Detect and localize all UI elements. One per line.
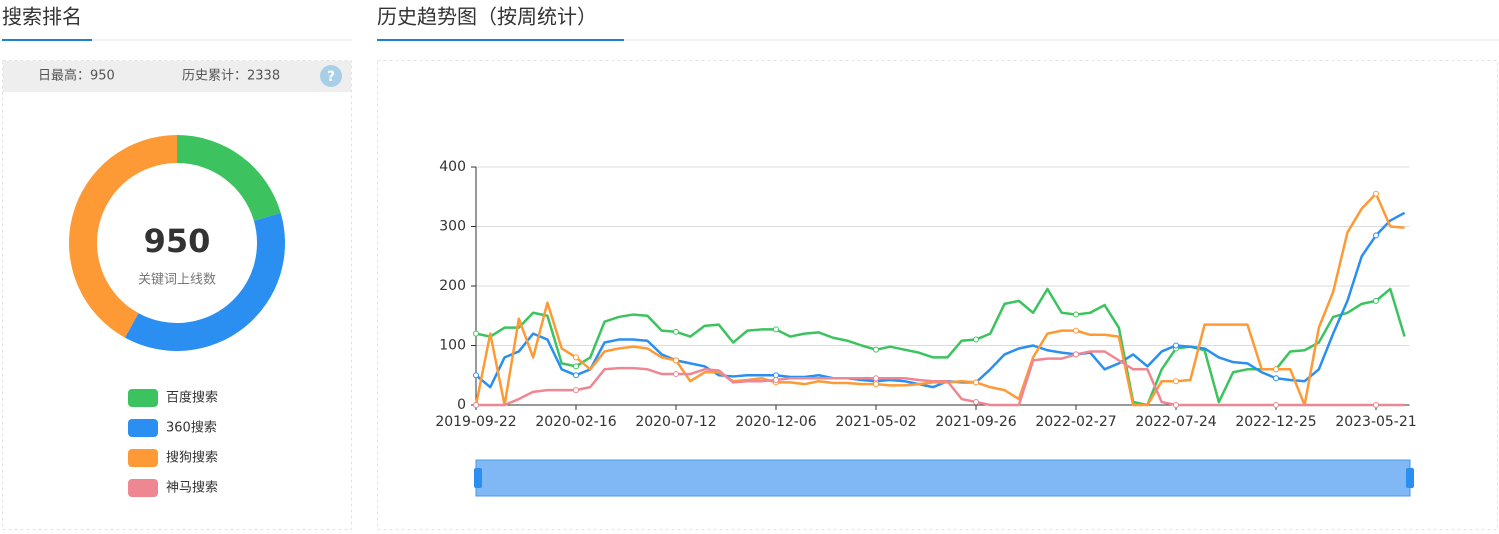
data-point [1073, 311, 1079, 318]
x-tick-label: 2021-09-26 [935, 414, 1016, 430]
donut-slice [69, 135, 177, 338]
data-point [1173, 378, 1179, 385]
data-point [673, 357, 679, 364]
data-point [1073, 351, 1079, 358]
left-title: 搜索排名 [2, 5, 82, 29]
data-point [1373, 232, 1379, 239]
data-point [1173, 342, 1179, 349]
data-point [673, 328, 679, 335]
x-tick-label: 2022-02-27 [1035, 414, 1116, 430]
data-point [473, 330, 479, 337]
data-point [1173, 402, 1179, 408]
right-panel [377, 60, 1498, 530]
series-line [475, 211, 1406, 389]
data-point [1373, 402, 1379, 408]
data-point [573, 354, 579, 361]
x-tick-label: 2023-05-21 [1335, 414, 1416, 430]
data-point [773, 326, 779, 333]
data-point [1373, 190, 1379, 197]
data-point [973, 399, 979, 406]
data-point [873, 375, 879, 382]
data-point [673, 371, 679, 378]
stat: 历史累计：2338 [182, 69, 280, 84]
data-point [773, 372, 779, 379]
help-icon[interactable] [320, 65, 342, 87]
data-point [773, 377, 779, 384]
data-point [573, 363, 579, 370]
legend-swatch [128, 419, 158, 437]
legend-label: 360搜索 [166, 421, 217, 436]
y-tick-label: 400 [439, 159, 466, 175]
legend-label: 百度搜索 [166, 390, 218, 406]
x-tick-label: 2020-12-06 [735, 414, 816, 430]
data-point [573, 387, 579, 394]
data-point [973, 336, 979, 343]
zoom-handle[interactable] [1406, 468, 1414, 488]
zoom-slider[interactable] [475, 459, 1411, 497]
center-value: 950 [144, 222, 211, 260]
x-tick-label: 2022-07-24 [1135, 414, 1216, 430]
x-tick-label: 2022-12-25 [1235, 414, 1316, 430]
data-point [1273, 366, 1279, 373]
y-tick-label: 0 [457, 397, 466, 413]
y-tick-label: 100 [439, 338, 466, 354]
data-point [473, 372, 479, 379]
data-point [973, 379, 979, 386]
data-point [873, 346, 879, 353]
stat: 日最高：950 [38, 68, 115, 84]
legend-label: 搜狗搜索 [166, 451, 218, 466]
data-point [873, 381, 879, 388]
stats-bar [3, 61, 351, 92]
data-point [1273, 375, 1279, 382]
legend-swatch [128, 389, 158, 407]
data-point [1373, 297, 1379, 304]
series-line [475, 287, 1406, 407]
y-tick-label: 300 [439, 219, 466, 235]
legend-swatch [128, 449, 158, 467]
zoom-handle[interactable] [474, 468, 482, 488]
x-tick-label: 2021-05-02 [835, 414, 916, 430]
series-line [476, 350, 1405, 407]
data-point [1273, 402, 1279, 408]
legend-swatch [128, 479, 158, 497]
donut-slice [124, 213, 285, 351]
x-tick-label: 2020-07-12 [635, 414, 716, 430]
data-point [1073, 327, 1079, 334]
right-title: 历史趋势图（按周统计） [377, 5, 597, 29]
donut-slice [177, 135, 281, 221]
y-tick-label: 200 [439, 278, 466, 294]
data-point [573, 372, 579, 379]
x-tick-label: 2019-09-22 [435, 414, 516, 430]
center-label: 关键词上线数 [138, 273, 216, 288]
legend-label: 神马搜索 [166, 481, 218, 496]
data-point [473, 402, 479, 408]
help-icon-text[interactable]: ? [327, 69, 335, 85]
x-tick-label: 2020-02-16 [535, 414, 616, 430]
